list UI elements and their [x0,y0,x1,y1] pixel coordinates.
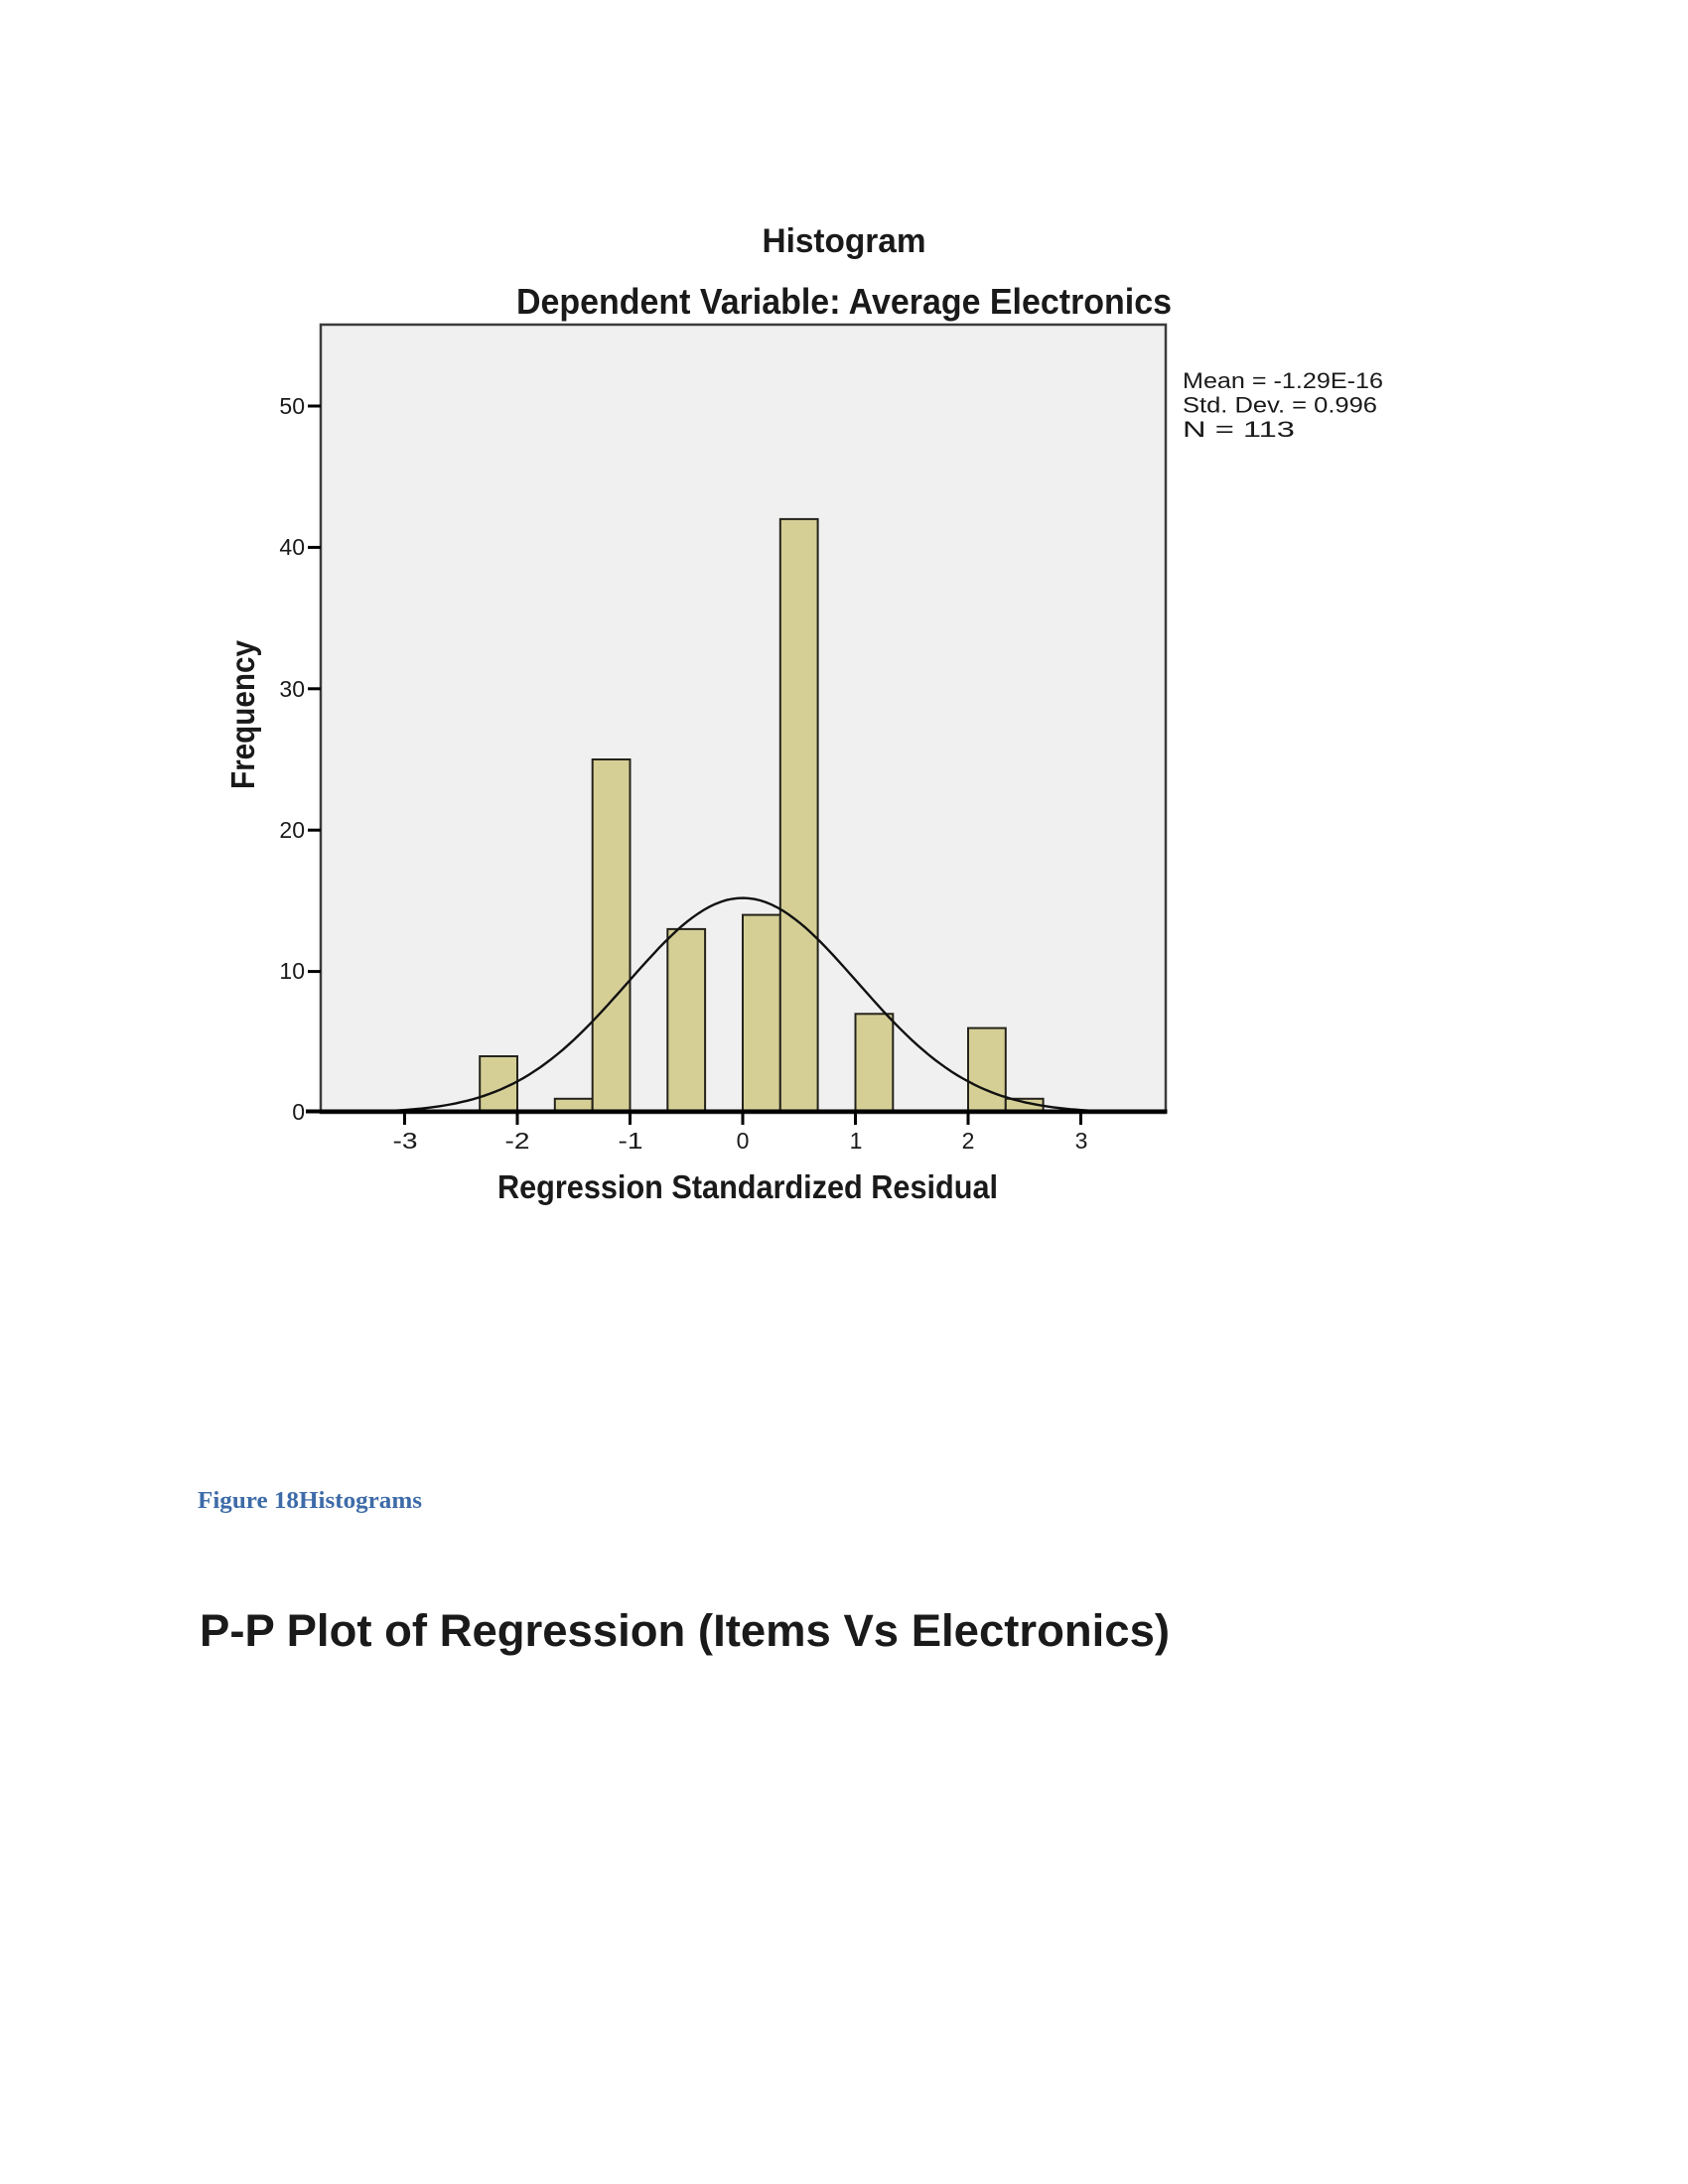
svg-text:N = 113: N = 113 [1183,417,1295,442]
svg-text:Dependent Variable: Average El: Dependent Variable: Average Electronics [516,281,1172,322]
svg-text:Figure 18Histograms: Figure 18Histograms [198,1488,422,1514]
svg-text:P-P Plot of Regression (Items: P-P Plot of Regression (Items Vs Electro… [200,1605,1170,1656]
svg-text:Mean = -1.29E-16: Mean = -1.29E-16 [1183,368,1383,393]
svg-text:20: 20 [279,817,305,843]
svg-text:50: 50 [279,393,305,419]
svg-text:2: 2 [962,1128,975,1154]
svg-text:10: 10 [279,958,305,984]
svg-text:Histogram: Histogram [763,222,926,260]
svg-text:0: 0 [292,1099,305,1125]
svg-text:-2: -2 [505,1128,530,1154]
svg-text:40: 40 [279,534,305,560]
svg-text:Std. Dev. = 0.996: Std. Dev. = 0.996 [1183,393,1377,418]
svg-text:Frequency: Frequency [224,639,261,789]
svg-text:3: 3 [1075,1128,1088,1154]
svg-text:0: 0 [737,1128,750,1154]
svg-text:Regression Standardized Residu: Regression Standardized Residual [497,1168,998,1205]
svg-text:-1: -1 [619,1128,643,1154]
svg-text:1: 1 [850,1128,863,1154]
svg-text:30: 30 [279,676,305,702]
svg-text:-3: -3 [393,1128,418,1154]
